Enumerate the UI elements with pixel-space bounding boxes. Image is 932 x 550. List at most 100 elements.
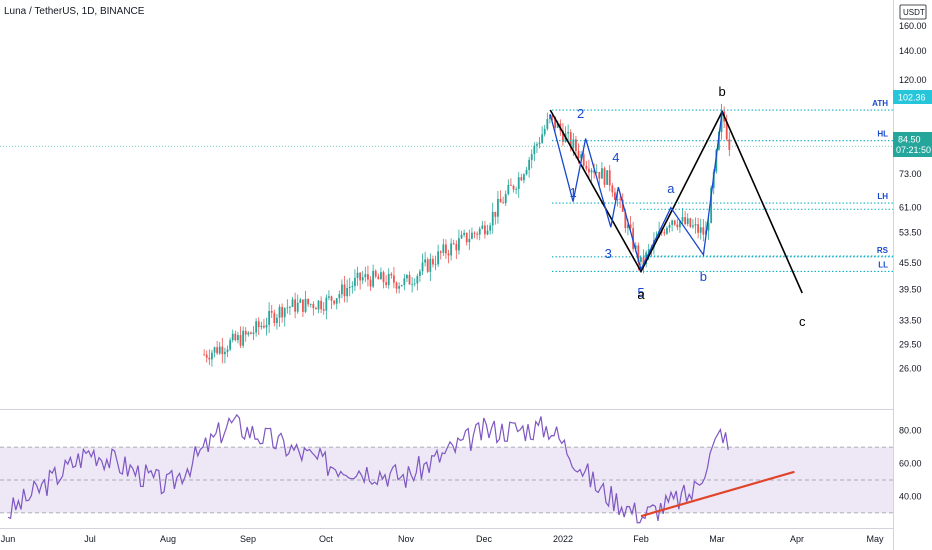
candle-body xyxy=(720,111,723,133)
candle-body xyxy=(588,168,590,173)
candle-body xyxy=(302,299,304,312)
candle-body xyxy=(572,139,575,148)
candle-body xyxy=(260,325,263,328)
candle-body xyxy=(673,220,676,225)
wave-label-4: 4 xyxy=(612,150,619,165)
candle-body xyxy=(689,218,692,227)
last-price-text: 84.50 xyxy=(898,135,921,145)
rsi-tick-label: 40.00 xyxy=(899,491,922,501)
candle-body xyxy=(567,132,570,134)
candle-body xyxy=(497,198,499,217)
candle-body xyxy=(291,299,294,307)
candle-body xyxy=(211,352,213,360)
candle-body xyxy=(421,262,424,272)
candle-body xyxy=(351,285,354,287)
wave-label-small-b: b xyxy=(700,269,707,284)
candle-body xyxy=(224,351,226,355)
candle-body xyxy=(614,192,616,201)
candle-body xyxy=(437,251,440,265)
candle-body xyxy=(234,333,237,341)
time-tick-label: May xyxy=(866,534,884,544)
candle-body xyxy=(556,123,559,128)
candle-body xyxy=(338,294,341,299)
candle-body xyxy=(582,154,585,166)
candle-body xyxy=(385,282,388,286)
candle-body xyxy=(281,306,284,318)
candle-body xyxy=(546,119,549,129)
time-tick-label: Mar xyxy=(709,534,725,544)
candle-body xyxy=(242,330,245,346)
candle-body xyxy=(325,297,328,311)
candle-body xyxy=(679,221,681,228)
candle-body xyxy=(356,272,359,278)
candle-body xyxy=(426,259,429,272)
candle-body xyxy=(226,349,229,352)
candle-body xyxy=(473,232,476,234)
candle-body xyxy=(218,346,221,354)
candle-body xyxy=(341,284,343,295)
candle-body xyxy=(616,199,619,201)
candle-body xyxy=(515,188,518,190)
candle-body xyxy=(434,264,437,266)
price-tick-label: 160.00 xyxy=(899,21,927,31)
candle-body xyxy=(512,185,515,190)
candle-body xyxy=(520,177,523,181)
candle-body xyxy=(312,304,315,309)
price-axis-ticks: 160.00 140.00 120.00 73.00 61.00 53.50 45.50 39… xyxy=(899,21,927,374)
candle-body xyxy=(528,159,531,170)
ath-price-badge-text: 102.36 xyxy=(898,93,926,103)
level-label-lh: LH xyxy=(877,192,888,201)
candle-body xyxy=(640,257,642,262)
candle-body xyxy=(361,277,364,281)
candle-body xyxy=(702,227,705,235)
candle-body xyxy=(265,324,268,328)
candle-body xyxy=(413,283,416,285)
abc-wave-line xyxy=(549,109,803,294)
candle-body xyxy=(517,177,520,189)
impulse-wave-line xyxy=(549,111,723,272)
candle-body xyxy=(601,168,603,179)
currency-box[interactable] xyxy=(899,4,927,20)
chart-title: Luna / TetherUS, 1D, BINANCE xyxy=(4,6,145,17)
wave-label-2: 2 xyxy=(577,106,584,121)
candle-body xyxy=(348,286,351,288)
candle-body xyxy=(629,224,632,229)
candle-body xyxy=(593,170,596,173)
candle-body xyxy=(603,168,606,185)
candle-body xyxy=(543,128,546,135)
candle-body xyxy=(447,253,450,256)
candle-body xyxy=(590,170,593,173)
candle-body xyxy=(408,275,411,285)
candle-body xyxy=(346,287,349,297)
candle-body xyxy=(335,298,338,304)
rsi-divergence-line xyxy=(640,470,795,518)
price-tick-label: 45.50 xyxy=(899,258,922,268)
candle-body xyxy=(458,238,460,251)
candle-body xyxy=(359,272,362,281)
candle-body xyxy=(504,194,507,204)
candle-body xyxy=(608,170,611,186)
candle-body xyxy=(489,225,492,231)
time-tick-label: 2022 xyxy=(553,534,573,544)
candle-body xyxy=(642,257,645,265)
candle-body xyxy=(372,270,375,287)
time-tick-label: Jun xyxy=(1,534,16,544)
wave-label-5: 5 xyxy=(637,285,644,300)
candle-body xyxy=(510,184,512,186)
candle-body xyxy=(203,354,206,356)
price-tick-label: 29.50 xyxy=(899,340,922,350)
candle-body xyxy=(387,273,390,286)
candle-body xyxy=(315,308,317,310)
candle-body xyxy=(252,332,255,334)
time-tick-label: Dec xyxy=(476,534,493,544)
candle-body xyxy=(393,275,395,283)
candle-body xyxy=(684,217,687,225)
level-label-rs: RS xyxy=(877,246,889,255)
level-label-ath: ATH xyxy=(872,99,888,108)
candle-body xyxy=(244,330,247,335)
price-tick-label: 61.00 xyxy=(899,203,922,213)
candle-body xyxy=(231,333,234,341)
candle-body xyxy=(328,296,330,298)
